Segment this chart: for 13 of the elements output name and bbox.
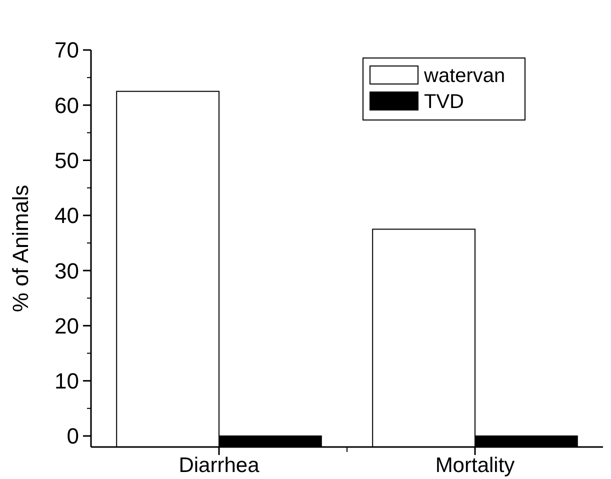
y-tick-label: 20 (54, 313, 79, 338)
legend-label: watervan (423, 65, 506, 87)
y-tick-label: 70 (54, 38, 79, 63)
y-axis-title: % of Animals (8, 184, 33, 312)
y-tick-label: 30 (54, 258, 79, 284)
x-tick-label: Diarrhea (178, 454, 260, 477)
y-tick-label: 40 (54, 203, 79, 228)
y-tick-label: 10 (54, 368, 79, 394)
y-tick-label: 0 (66, 424, 79, 449)
y-tick-label: 60 (54, 92, 79, 118)
y-tick-label: 50 (54, 148, 79, 173)
legend-label: TVD (424, 91, 464, 113)
x-tick-label: Mortality (435, 454, 516, 477)
